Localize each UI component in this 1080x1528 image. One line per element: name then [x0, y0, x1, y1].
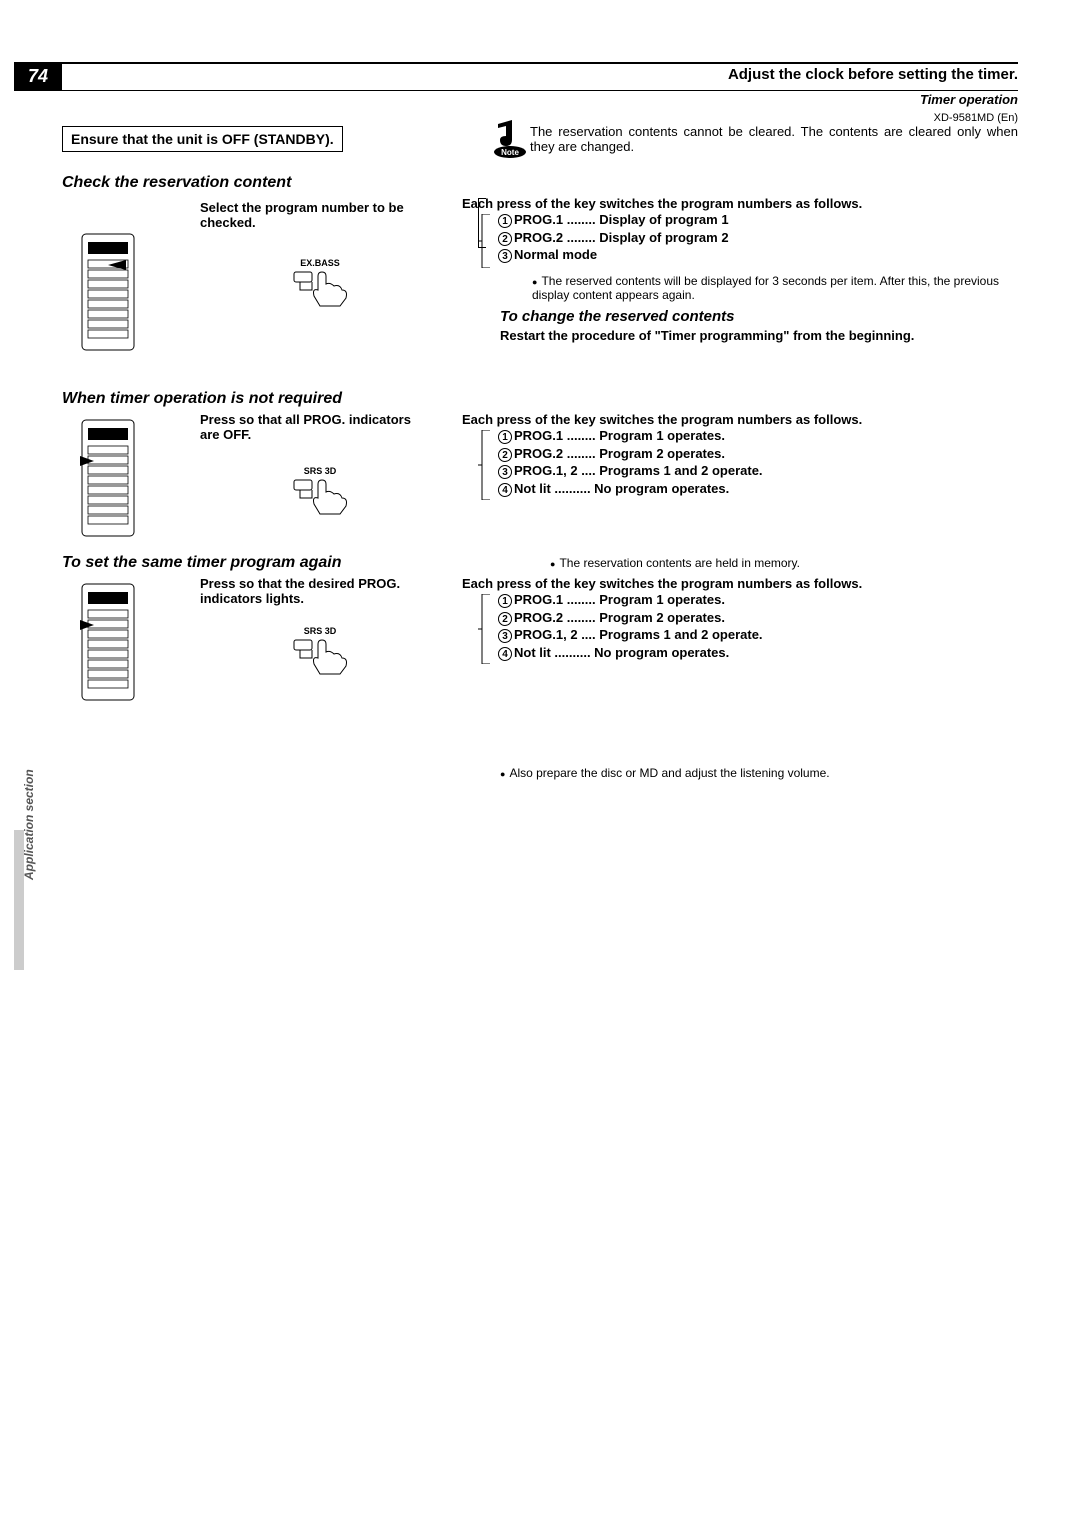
- change-contents-title: To change the reserved contents: [500, 308, 735, 325]
- standby-notice: Ensure that the unit is OFF (STANDBY).: [62, 126, 343, 152]
- op-item-4: Not lit .......... No program operates.: [514, 481, 729, 496]
- check-right-block: Each press of the key switches the progr…: [462, 196, 1018, 264]
- bracket-icon: [478, 430, 492, 500]
- button-srs3d-label: SRS 3D: [290, 466, 350, 476]
- op2-item-4: Not lit .......... No program operates.: [514, 645, 729, 660]
- hand-press-icon: [290, 476, 350, 516]
- button-exbass-label: EX.BASS: [290, 258, 350, 268]
- check-reserved-note: The reserved contents will be displayed …: [462, 274, 1018, 302]
- button-srs3d: SRS 3D: [290, 466, 350, 519]
- also-note-text: Also prepare the disc or MD and adjust t…: [509, 766, 829, 780]
- op-item-2: PROG.2 ........ Program 2 operates.: [514, 446, 725, 461]
- notrequired-instruction: Press so that all PROG. indicators are O…: [200, 412, 430, 442]
- change-contents-text: Restart the procedure of "Timer programm…: [500, 328, 1018, 343]
- bracket-icon: [478, 214, 492, 268]
- model-code: XD-9581MD (En): [934, 112, 1018, 124]
- remote-icon: [78, 418, 138, 538]
- op-item-3: PROG.1, 2 .... Programs 1 and 2 operate.: [514, 463, 763, 478]
- notrequired-right-block: Each press of the key switches the progr…: [462, 412, 1018, 497]
- section-sameagain-title: To set the same timer program again: [62, 554, 341, 572]
- key-press-lead: Each press of the key switches the progr…: [462, 576, 862, 591]
- key-press-lead: Each press of the key switches the progr…: [462, 196, 862, 211]
- key-press-lead: Each press of the key switches the progr…: [462, 412, 862, 427]
- svg-text:Note: Note: [501, 148, 519, 157]
- sidebar-section-label: Application section: [22, 740, 36, 880]
- note-text: The reservation contents cannot be clear…: [530, 124, 1018, 154]
- note-icon: Note: [490, 118, 530, 158]
- section-check-title: Check the reservation content: [62, 174, 291, 192]
- also-note: Also prepare the disc or MD and adjust t…: [500, 766, 1018, 780]
- hand-press-icon: [290, 268, 350, 308]
- op2-item-3: PROG.1, 2 .... Programs 1 and 2 operate.: [514, 627, 763, 642]
- op2-item-1: PROG.1 ........ Program 1 operates.: [514, 592, 725, 607]
- button-srs3d-label: SRS 3D: [290, 626, 350, 636]
- check-item-2: PROG.2 ........ Display of program 2: [514, 230, 729, 245]
- header-rule-top: [62, 62, 1018, 64]
- memory-note: The reservation contents are held in mem…: [550, 556, 1018, 570]
- check-reserved-note-text: The reserved contents will be displayed …: [532, 274, 999, 302]
- button-srs3d: SRS 3D: [290, 626, 350, 679]
- header-rule-bottom: [14, 90, 1018, 91]
- section-notrequired-title: When timer operation is not required: [62, 390, 342, 408]
- sameagain-right-block: Each press of the key switches the progr…: [462, 576, 1018, 661]
- header-instruction: Adjust the clock before setting the time…: [728, 66, 1018, 83]
- op2-item-2: PROG.2 ........ Program 2 operates.: [514, 610, 725, 625]
- remote-icon: [78, 582, 138, 702]
- check-item-1: PROG.1 ........ Display of program 1: [514, 212, 729, 227]
- remote-icon: [78, 232, 138, 352]
- op-item-1: PROG.1 ........ Program 1 operates.: [514, 428, 725, 443]
- check-instruction: Select the program number to be checked.: [200, 200, 430, 230]
- button-exbass: EX.BASS: [290, 258, 350, 311]
- check-item-3: Normal mode: [514, 247, 597, 262]
- bracket-icon: [478, 594, 492, 664]
- header-subtitle: Timer operation: [920, 92, 1018, 107]
- hand-press-icon: [290, 636, 350, 676]
- memory-note-text: The reservation contents are held in mem…: [559, 556, 800, 570]
- sameagain-instruction: Press so that the desired PROG. indicato…: [200, 576, 430, 606]
- page-number: 74: [14, 62, 62, 90]
